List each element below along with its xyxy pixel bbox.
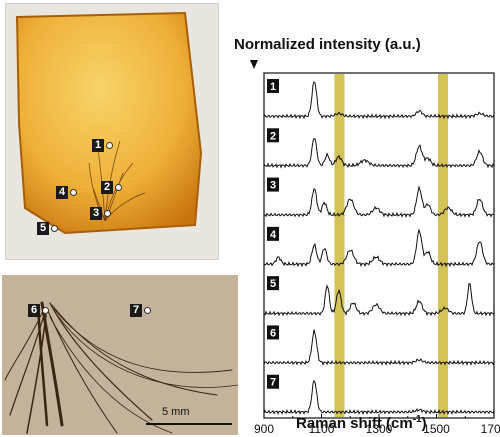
x-axis-label-sup: -1: [412, 414, 422, 425]
spectrum-line-1: [263, 81, 495, 120]
scale-bar-label: 5 mm: [162, 406, 190, 418]
marker-2: 2: [101, 181, 122, 194]
marker-label: 2: [101, 181, 113, 194]
x-tick-label-1700: 1700: [481, 422, 500, 436]
marker-dot-icon: [70, 189, 77, 196]
x-axis-label: Raman shift (cm-1): [296, 414, 427, 432]
marker-dot-icon: [106, 142, 113, 149]
marker-7: 7: [130, 304, 151, 317]
highlight-band-1: [334, 74, 345, 417]
spectrum-label-5: 5: [270, 278, 276, 290]
y-axis-label: Normalized intensity (a.u.): [234, 36, 421, 53]
spectrum-line-2: [263, 138, 495, 169]
spectrum-label-1: 1: [270, 81, 276, 93]
marker-dot-icon: [42, 307, 49, 314]
x-tick-label-1300: 1300: [366, 422, 393, 436]
x-tick-label-1500: 1500: [423, 422, 450, 436]
spectrum-label-box-6: [267, 325, 279, 340]
spectrum-line-6: [263, 329, 495, 366]
marker-dot-icon: [51, 225, 58, 232]
raman-spectra-chart: 1 2 3 4 5 6 7 900 1100 1300 1500 1700: [254, 72, 500, 436]
spectrum-line-3: [263, 185, 495, 218]
spectrum-label-2: 2: [270, 130, 276, 142]
marker-label: 1: [92, 139, 104, 152]
arrow-down-icon: [250, 60, 258, 69]
marker-label: 5: [37, 222, 49, 235]
marker-label: 3: [90, 207, 102, 220]
spectrum-label-3: 3: [270, 180, 276, 192]
marker-3: 3: [90, 207, 111, 220]
spectrum-line-4: [263, 228, 495, 268]
x-axis-label-tail: ): [421, 415, 427, 432]
x-axis-label-main: Raman shift (cm: [296, 415, 413, 432]
x-tick-label-900: 900: [254, 422, 274, 436]
marker-4: 4: [56, 186, 77, 199]
spectrum-label-4: 4: [270, 229, 277, 241]
spectrum-label-box-1: [267, 79, 279, 93]
marker-label: 4: [56, 186, 68, 199]
marker-1: 1: [92, 139, 113, 152]
marker-5: 5: [37, 222, 58, 235]
marker-dot-icon: [144, 307, 151, 314]
highlight-band-2: [437, 74, 448, 417]
x-tick-label-1100: 1100: [309, 422, 335, 436]
spectrum-label-box-2: [267, 128, 279, 143]
fossil-feather-photo: [2, 275, 238, 435]
marker-dot-icon: [104, 210, 111, 217]
marker-label: 7: [130, 304, 142, 317]
spectrum-label-box-5: [267, 276, 279, 291]
spectrum-label-6: 6: [270, 327, 276, 339]
spectrum-line-5: [263, 283, 495, 317]
plot-frame: [263, 72, 495, 419]
spectrum-label-box-7: [267, 374, 279, 389]
spectrum-line-7: [263, 379, 495, 416]
scale-bar: [146, 423, 232, 425]
amber-specimen-photo: [5, 3, 219, 260]
spectrum-label-7: 7: [270, 377, 276, 389]
marker-6: 6: [28, 304, 49, 317]
marker-label: 6: [28, 304, 40, 317]
spectrum-label-box-3: [267, 177, 279, 192]
amber-piece: [15, 11, 203, 235]
spectrum-label-box-4: [267, 226, 279, 241]
marker-dot-icon: [115, 184, 122, 191]
